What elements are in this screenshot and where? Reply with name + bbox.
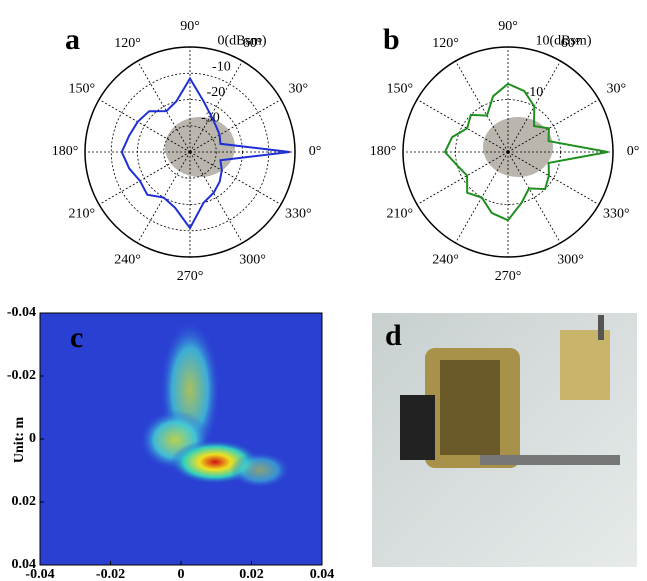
angle-label: 240° bbox=[114, 252, 141, 267]
panel-label: c bbox=[70, 321, 83, 354]
angle-label: 90° bbox=[498, 19, 518, 34]
angle-label: 120° bbox=[432, 36, 459, 51]
angle-label: 0° bbox=[309, 144, 322, 159]
y-axis-label: Unit: m bbox=[12, 417, 27, 464]
y-tick-label: 0.02 bbox=[12, 494, 37, 509]
angle-label: 270° bbox=[177, 269, 204, 284]
angle-label: 330° bbox=[603, 207, 630, 222]
x-tick-label: 0.02 bbox=[239, 567, 264, 581]
panel-label: d bbox=[385, 319, 402, 352]
x-tick-label: 0.04 bbox=[310, 567, 335, 581]
r-tick-label: -20 bbox=[207, 85, 226, 100]
angle-label: 150° bbox=[68, 82, 95, 97]
angle-label: 210° bbox=[68, 207, 95, 222]
angle-label: 120° bbox=[114, 36, 141, 51]
panel-label: b bbox=[383, 23, 400, 56]
angle-label: 90° bbox=[180, 19, 200, 34]
r-tick-label: -10 bbox=[525, 85, 544, 100]
y-tick-label: 0 bbox=[29, 431, 36, 446]
y-tick-label: -0.04 bbox=[7, 305, 36, 320]
x-tick-label: -0.02 bbox=[96, 567, 125, 581]
angle-label: 150° bbox=[386, 82, 413, 97]
angle-label: 240° bbox=[432, 252, 459, 267]
angle-label: 60° bbox=[243, 36, 263, 51]
angle-label: 60° bbox=[561, 36, 581, 51]
angle-label: 210° bbox=[386, 207, 413, 222]
panel-label: a bbox=[65, 23, 80, 56]
angle-label: 300° bbox=[557, 252, 584, 267]
angle-label: 30° bbox=[606, 82, 626, 97]
angle-label: 180° bbox=[52, 144, 79, 159]
angle-label: 300° bbox=[239, 252, 266, 267]
angle-label: 330° bbox=[285, 207, 312, 222]
x-tick-label: 0 bbox=[178, 567, 185, 581]
angle-label: 30° bbox=[288, 82, 308, 97]
y-tick-label: -0.02 bbox=[7, 368, 36, 383]
y-tick-label: 0.04 bbox=[12, 557, 37, 572]
angle-label: 180° bbox=[370, 144, 397, 159]
figure: d -30-20-100(dBsm)0°30°60°90°120°150°180… bbox=[0, 0, 647, 581]
angle-label: 270° bbox=[495, 269, 522, 284]
target-image bbox=[165, 117, 235, 177]
angle-label: 0° bbox=[627, 144, 640, 159]
r-tick-label: -10 bbox=[212, 59, 231, 74]
target-image bbox=[483, 117, 553, 177]
